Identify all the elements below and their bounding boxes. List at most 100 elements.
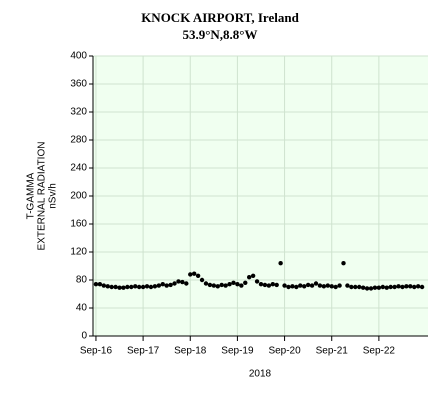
y-tick-label: 0 <box>81 331 87 342</box>
data-point <box>105 284 110 289</box>
data-point <box>109 284 114 290</box>
data-point <box>329 284 334 289</box>
data-point <box>113 284 118 290</box>
data-point <box>372 285 378 290</box>
x-tick-label: Sep-16 <box>80 346 113 357</box>
data-point <box>231 280 236 285</box>
chart-title: KNOCK AIRPORT, Ireland <box>141 10 299 25</box>
data-point <box>121 285 126 290</box>
data-point <box>144 284 150 289</box>
data-point <box>152 284 158 289</box>
data-point <box>419 284 425 290</box>
data-point <box>376 285 382 290</box>
data-point <box>156 283 162 288</box>
data-point <box>294 284 299 290</box>
data-point <box>313 281 319 286</box>
data-point <box>392 284 397 290</box>
data-point <box>262 282 268 288</box>
data-point <box>243 280 248 285</box>
data-point <box>408 284 413 289</box>
data-point <box>101 283 107 288</box>
data-point <box>388 284 393 290</box>
data-point <box>219 282 224 288</box>
data-point <box>133 284 138 289</box>
y-tick-label: 80 <box>76 275 88 286</box>
data-point <box>357 284 362 290</box>
data-point <box>136 284 142 290</box>
data-point <box>148 284 154 290</box>
data-point <box>384 285 389 290</box>
data-point <box>305 282 311 288</box>
data-point <box>282 283 287 288</box>
data-point <box>380 284 386 290</box>
data-point <box>364 286 370 291</box>
y-tick-label: 280 <box>70 135 87 146</box>
data-point <box>353 284 358 290</box>
y-tick-label: 240 <box>70 163 87 174</box>
data-point <box>168 282 173 288</box>
data-point <box>337 283 342 288</box>
data-point <box>325 283 330 288</box>
data-point <box>207 282 213 288</box>
y-tick-label: 400 <box>70 51 87 62</box>
x-tick-label: Sep-18 <box>174 346 207 357</box>
data-point <box>258 282 264 287</box>
data-point <box>176 279 181 284</box>
y-axis-label: T-GAMMA <box>26 172 37 219</box>
data-point <box>341 261 346 266</box>
data-point <box>184 281 189 286</box>
data-point <box>129 284 134 290</box>
data-point <box>125 284 130 290</box>
y-tick-label: 320 <box>70 107 87 118</box>
y-tick-label: 120 <box>70 247 87 258</box>
y-axis-label: nSv/h <box>48 183 59 209</box>
data-point <box>195 273 201 278</box>
data-point <box>160 282 165 287</box>
x-axis-label: 2018 <box>249 369 272 380</box>
data-point <box>270 282 275 287</box>
data-point <box>274 282 279 288</box>
data-point <box>321 284 327 289</box>
data-point <box>302 284 307 289</box>
data-point <box>180 279 185 285</box>
data-point <box>140 284 146 290</box>
data-point <box>396 284 401 289</box>
data-point <box>93 282 99 287</box>
data-point <box>317 283 323 288</box>
data-point <box>215 284 220 289</box>
x-tick-label: Sep-21 <box>316 346 349 357</box>
y-tick-label: 40 <box>76 303 88 314</box>
data-point <box>164 283 169 288</box>
y-axis-label: EXTERNAL RADIATION <box>37 142 48 251</box>
data-point <box>223 283 228 288</box>
chart-subtitle: 53.9°N,8.8°W <box>182 27 257 42</box>
x-tick-label: Sep-19 <box>221 346 254 357</box>
data-point <box>412 284 417 290</box>
x-tick-label: Sep-17 <box>127 346 160 357</box>
data-point <box>235 282 240 287</box>
data-point <box>368 286 374 291</box>
data-point <box>404 284 409 289</box>
data-point <box>254 279 260 284</box>
data-point <box>415 284 421 289</box>
data-point <box>290 284 295 289</box>
data-point <box>191 271 197 276</box>
data-point <box>309 283 315 288</box>
data-point <box>227 282 232 287</box>
y-tick-label: 360 <box>70 79 87 90</box>
data-point <box>298 283 303 288</box>
data-point <box>400 284 405 290</box>
data-point <box>199 277 205 283</box>
data-point <box>333 284 338 290</box>
data-point <box>203 281 209 286</box>
data-point <box>188 272 193 277</box>
y-tick-label: 160 <box>70 219 87 230</box>
data-point <box>97 282 103 287</box>
data-point <box>266 283 272 288</box>
data-point <box>286 284 291 290</box>
x-tick-label: Sep-22 <box>363 346 396 357</box>
data-point <box>278 261 283 266</box>
y-tick-label: 200 <box>70 191 87 202</box>
data-point <box>349 284 354 290</box>
